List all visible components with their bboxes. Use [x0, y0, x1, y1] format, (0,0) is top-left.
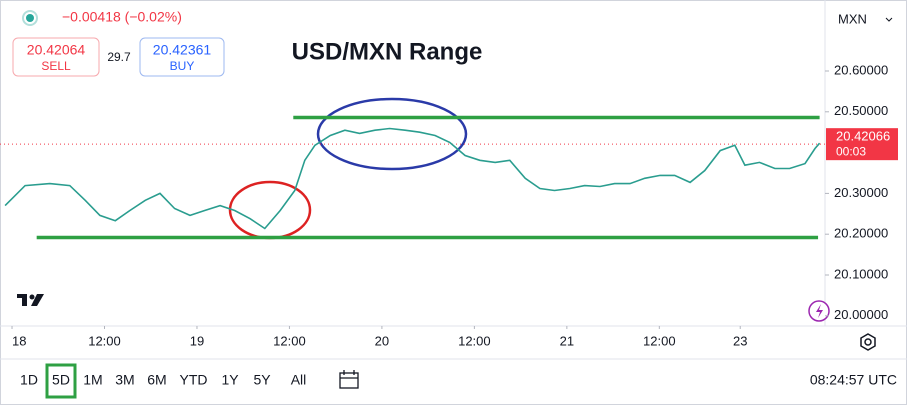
spread: 29.7: [107, 50, 131, 64]
y-tick-label: 20.20000: [834, 226, 888, 241]
x-tick-label: 12:00: [643, 333, 676, 348]
chart-title: USD/MXN Range: [292, 38, 483, 65]
range-button[interactable]: 1D: [20, 372, 38, 388]
buy-label: BUY: [170, 59, 195, 73]
status-dot: [26, 14, 34, 22]
buy-button[interactable]: [139, 37, 225, 77]
price-line: [4, 127, 821, 230]
lightning-icon: [816, 304, 823, 318]
dropdown-arrow: [885, 17, 893, 22]
y-tick-label: 20.60000: [834, 62, 888, 77]
range-button[interactable]: 5D: [52, 372, 70, 388]
x-tick-label: 18: [12, 333, 26, 348]
y-tick-label: 20.00000: [834, 307, 888, 322]
countdown: 00:03: [836, 144, 866, 158]
x-tick-label: 23: [733, 333, 747, 348]
y-tick-label: 20.30000: [834, 185, 888, 200]
x-tick-label: 21: [560, 333, 574, 348]
clock: 08:24:57 UTC: [810, 372, 897, 388]
y-tick-label: 20.50000: [834, 103, 888, 118]
x-tick-label: 12:00: [273, 333, 306, 348]
x-tick-label: 20: [375, 333, 389, 348]
range-button[interactable]: 1Y: [221, 372, 239, 388]
range-button[interactable]: 1M: [83, 372, 102, 388]
highlight-ellipse: [316, 97, 468, 171]
range-button[interactable]: YTD: [180, 372, 208, 388]
x-tick-label: 12:00: [88, 333, 121, 348]
currency: MXN: [838, 11, 867, 26]
range-active: [45, 363, 77, 399]
x-tick-label: 19: [190, 333, 204, 348]
sell-price: 20.42064: [27, 42, 86, 58]
range-button[interactable]: All: [291, 372, 307, 388]
last-price-label: 20.42066: [836, 129, 890, 144]
range-button[interactable]: 6M: [147, 372, 166, 388]
tradingview-logo: [17, 294, 44, 306]
price-change: −0.00418 (−0.02%): [62, 9, 182, 25]
settings-button[interactable]: [860, 333, 876, 351]
status-ring: [22, 10, 38, 26]
y-tick-label: 20.10000: [834, 266, 888, 281]
range-button[interactable]: 5Y: [253, 372, 271, 388]
sell-button[interactable]: [12, 37, 100, 77]
sell-label: SELL: [41, 59, 71, 73]
range-button[interactable]: 3M: [115, 372, 134, 388]
last-price-tag: [826, 128, 898, 161]
x-tick-label: 12:00: [458, 333, 491, 348]
buy-price: 20.42361: [153, 42, 212, 58]
calendar-button[interactable]: [339, 370, 359, 389]
currency-dropdown[interactable]: [830, 6, 900, 34]
